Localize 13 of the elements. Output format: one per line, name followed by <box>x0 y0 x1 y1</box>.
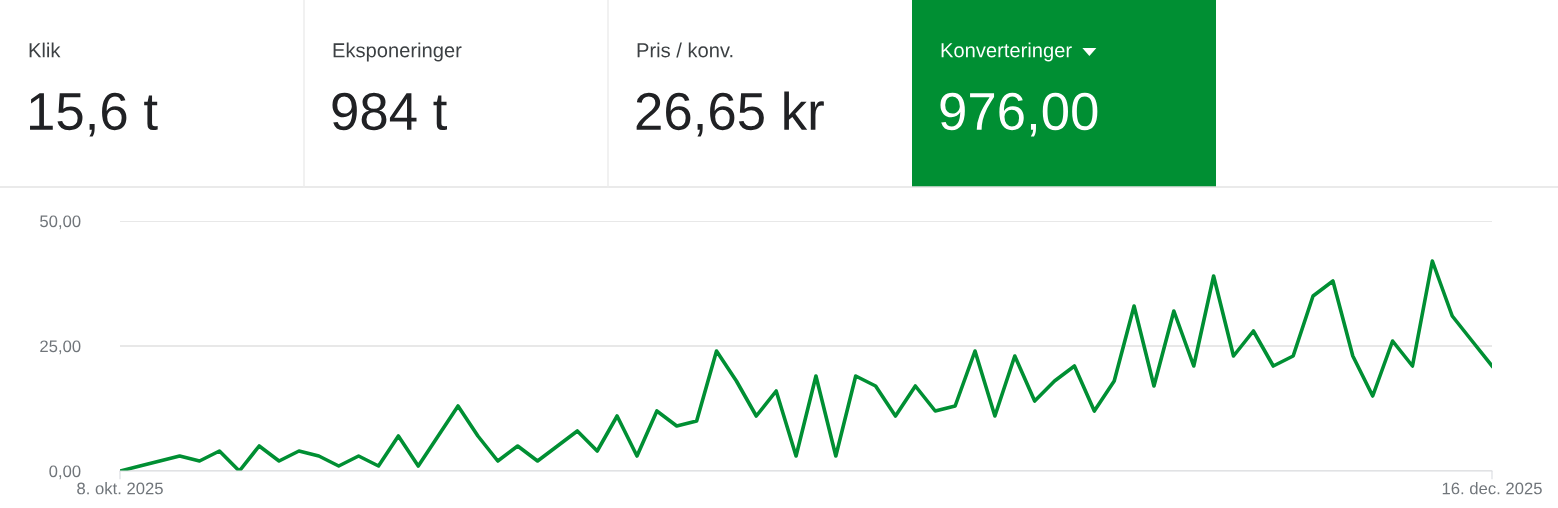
category-label: Klik <box>29 42 61 58</box>
category-label: Pris / konv. <box>637 42 733 58</box>
text: 976,00 <box>940 92 1098 137</box>
text: 15,6 t <box>30 92 158 137</box>
category-label: Eksponeringer <box>333 42 462 62</box>
y-tick-label: 0,00 <box>49 465 81 480</box>
y-tick-label: 25,00 <box>40 340 81 355</box>
category-label: Konverteringer <box>941 42 1072 62</box>
x-tick-label: 16. dec. 2025 <box>1442 482 1542 495</box>
x-tick-label: 8. okt. 2025 <box>77 482 163 495</box>
y-tick-label: 50,00 <box>40 215 81 230</box>
text: 26,65 kr <box>636 91 824 137</box>
text: 984 t <box>332 92 447 131</box>
